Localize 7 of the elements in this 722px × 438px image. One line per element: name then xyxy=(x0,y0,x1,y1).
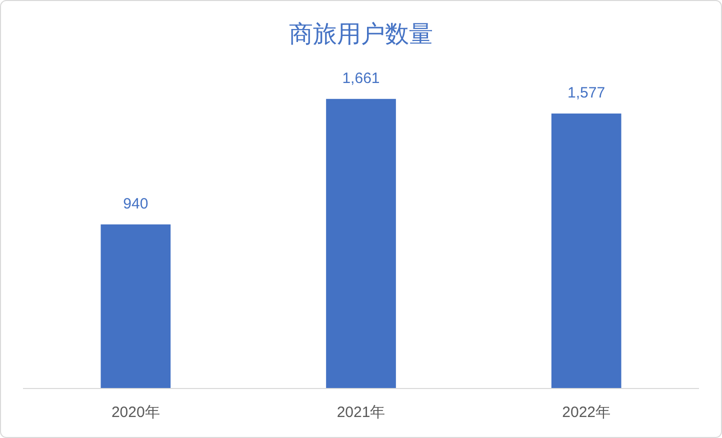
data-label: 940 xyxy=(123,195,148,212)
x-tick-label: 2021年 xyxy=(336,404,386,421)
chart-title: 商旅用户数量 xyxy=(289,21,433,48)
x-tick-label: 2020年 xyxy=(111,404,160,421)
data-label: 1,661 xyxy=(342,70,380,87)
x-tick-label: 2022年 xyxy=(562,404,611,421)
data-label: 1,577 xyxy=(568,84,606,102)
